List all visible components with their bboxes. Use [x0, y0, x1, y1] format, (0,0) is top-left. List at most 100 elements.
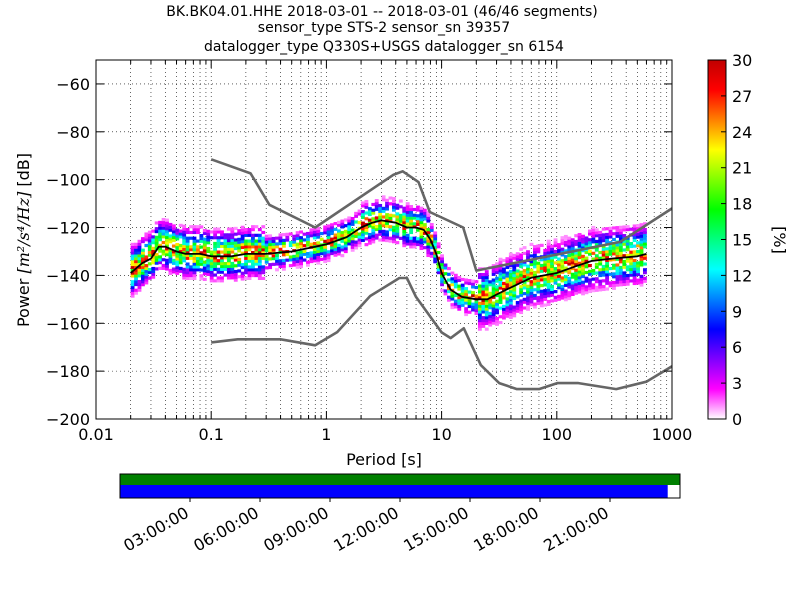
histogram-cell — [563, 275, 568, 279]
histogram-cell — [144, 269, 149, 273]
histogram-cell — [536, 250, 541, 254]
histogram-cell — [526, 290, 530, 294]
histogram-cell — [584, 239, 589, 243]
histogram-cell — [570, 252, 575, 256]
histogram-cell — [557, 257, 561, 261]
histogram-cell — [134, 277, 138, 281]
histogram-cell — [261, 248, 266, 252]
histogram-cell — [519, 270, 524, 274]
histogram-cell — [450, 283, 455, 287]
time-axis-label: 12:00:00 — [330, 503, 402, 555]
histogram-cell — [244, 248, 248, 252]
histogram-cell — [371, 217, 376, 221]
histogram-cell — [643, 279, 647, 283]
histogram-cell — [202, 228, 207, 233]
histogram-cell — [608, 235, 613, 239]
histogram-cell — [587, 232, 592, 236]
histogram-cell — [543, 289, 548, 293]
histogram-cell — [336, 243, 341, 247]
histogram-cell — [502, 287, 506, 291]
histogram-cell — [306, 254, 310, 259]
histogram-cell — [196, 268, 200, 272]
histogram-cell — [502, 281, 506, 286]
histogram-cell — [550, 264, 555, 269]
histogram-cell — [357, 244, 362, 248]
histogram-cell — [429, 225, 434, 230]
histogram-cell — [261, 239, 266, 243]
histogram-cell — [639, 257, 644, 261]
histogram-cell — [543, 260, 548, 264]
histogram-cell — [333, 236, 338, 240]
histogram-cell — [605, 258, 610, 262]
histogram-cell — [158, 220, 163, 225]
histogram-cell — [151, 275, 156, 279]
histogram-cell — [261, 253, 266, 258]
histogram-cell — [182, 241, 187, 246]
histogram-cell — [481, 301, 486, 305]
histogram-cell — [625, 273, 630, 278]
histogram-cell — [422, 237, 427, 241]
histogram-cell — [484, 321, 489, 326]
histogram-cell — [536, 299, 541, 303]
histogram-cell — [643, 262, 647, 266]
histogram-cell — [519, 290, 524, 294]
histogram-cell — [326, 250, 331, 254]
histogram-cell — [220, 267, 224, 271]
histogram-cell — [223, 250, 228, 254]
histogram-cell — [237, 269, 242, 273]
histogram-cell — [299, 253, 304, 257]
histogram-cell — [529, 297, 534, 301]
histogram-cell — [426, 245, 431, 249]
histogram-cell — [343, 244, 348, 248]
histogram-cell — [206, 258, 211, 262]
histogram-cell — [378, 215, 383, 219]
histogram-cell — [639, 263, 644, 267]
histogram-cell — [189, 276, 193, 281]
histogram-cell — [471, 285, 475, 289]
histogram-cell — [467, 310, 472, 314]
histogram-cell — [192, 236, 197, 240]
histogram-cell — [223, 233, 228, 237]
histogram-cell — [557, 274, 561, 278]
new-low-noise-model-line — [211, 276, 672, 391]
histogram-cell — [161, 252, 166, 256]
histogram-cell — [178, 243, 183, 248]
histogram-cell — [639, 246, 644, 250]
histogram-cell — [374, 236, 379, 240]
histogram-cell — [477, 301, 482, 305]
histogram-cell — [361, 227, 365, 231]
histogram-cell — [206, 267, 211, 271]
histogram-cell — [474, 285, 479, 290]
histogram-cell — [140, 283, 145, 287]
histogram-cell — [615, 257, 620, 261]
histogram-cell — [340, 248, 345, 252]
histogram-cell — [206, 235, 211, 239]
histogram-cell — [354, 214, 359, 218]
histogram-cell — [618, 265, 623, 270]
histogram-cell — [574, 282, 579, 287]
histogram-cell — [457, 307, 462, 311]
histogram-cell — [471, 302, 475, 306]
histogram-cell — [643, 253, 647, 258]
histogram-cell — [560, 236, 565, 240]
histogram-cell — [336, 252, 341, 256]
histogram-cell — [137, 268, 142, 272]
histogram-cell — [367, 232, 372, 237]
histogram-cell — [361, 233, 365, 237]
histogram-cell — [220, 264, 224, 269]
histogram-cell — [271, 248, 276, 252]
histogram-cell — [532, 288, 537, 292]
histogram-cell — [598, 256, 603, 260]
histogram-cell — [268, 240, 273, 244]
histogram-cell — [618, 280, 623, 284]
histogram-cell — [151, 255, 156, 259]
histogram-cell — [419, 235, 424, 239]
histogram-cell — [577, 276, 582, 280]
histogram-cell — [581, 266, 585, 270]
histogram-cell — [261, 256, 266, 260]
histogram-cell — [532, 259, 537, 263]
histogram-cell — [209, 279, 214, 283]
histogram-cell — [440, 280, 444, 284]
histogram-cell — [526, 273, 530, 277]
histogram-cell — [168, 225, 173, 229]
